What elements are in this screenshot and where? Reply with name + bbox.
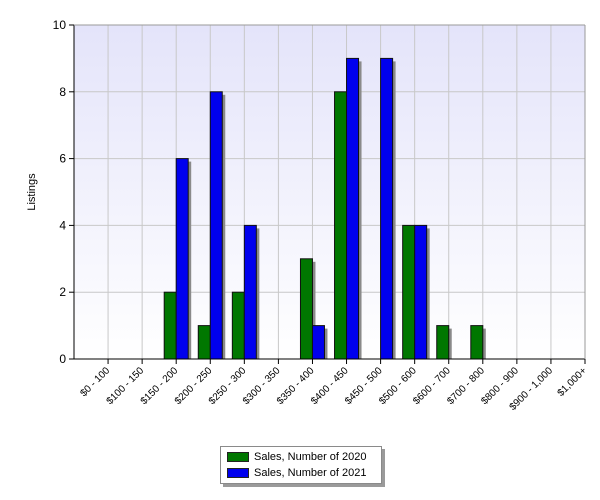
y-tick-label: 2 [59, 285, 66, 299]
bar-2020-3 [197, 325, 211, 360]
y-tick-labels: 0 2 4 6 8 10 [53, 18, 67, 366]
plot-area [74, 25, 585, 359]
bar-2020-2 [163, 291, 177, 360]
bar-2020-6 [299, 258, 313, 360]
y-tick-label: 6 [59, 152, 66, 166]
legend-label-2020: Sales, Number of 2020 [254, 451, 367, 463]
legend-swatch-2020 [227, 452, 249, 462]
bar-chart: 0 2 4 6 8 10 $0 - 100$100 - 150$150 - 200$200… [26, 18, 589, 413]
bar-2020-11 [470, 325, 484, 360]
bar-2020-9 [402, 224, 416, 360]
y-tick-label: 0 [59, 352, 66, 366]
bar-2021-2 [175, 158, 189, 360]
legend-item-2020: Sales, Number of 2020 [221, 449, 381, 465]
bar-2020-10 [436, 325, 450, 360]
legend-label-2021: Sales, Number of 2021 [254, 467, 367, 479]
x-tick-label: $0 - 100 [78, 365, 112, 399]
bar-2020-7 [334, 91, 348, 360]
bar-2021-6 [311, 325, 325, 360]
x-tick-labels: $0 - 100$100 - 150$150 - 200$200 - 250$2… [78, 365, 589, 413]
bar-2021-3 [209, 91, 223, 360]
bar-2020-4 [231, 291, 245, 360]
y-tick-label: 8 [59, 85, 66, 99]
axes [69, 24, 586, 364]
legend-item-2021: Sales, Number of 2021 [221, 465, 381, 481]
bar-2021-7 [346, 57, 360, 360]
y-tick-label: 10 [53, 18, 67, 32]
bars [163, 57, 486, 360]
bar-2021-9 [414, 224, 428, 360]
bar-2021-4 [243, 224, 257, 360]
legend-swatch-2021 [227, 468, 249, 478]
bar-2021-8 [380, 57, 394, 360]
legend: Sales, Number of 2020 Sales, Number of 2… [220, 446, 382, 484]
x-tick-label: $1,000+ [556, 365, 590, 399]
y-tick-label: 4 [59, 218, 66, 232]
y-axis-label: Listings [26, 173, 38, 211]
